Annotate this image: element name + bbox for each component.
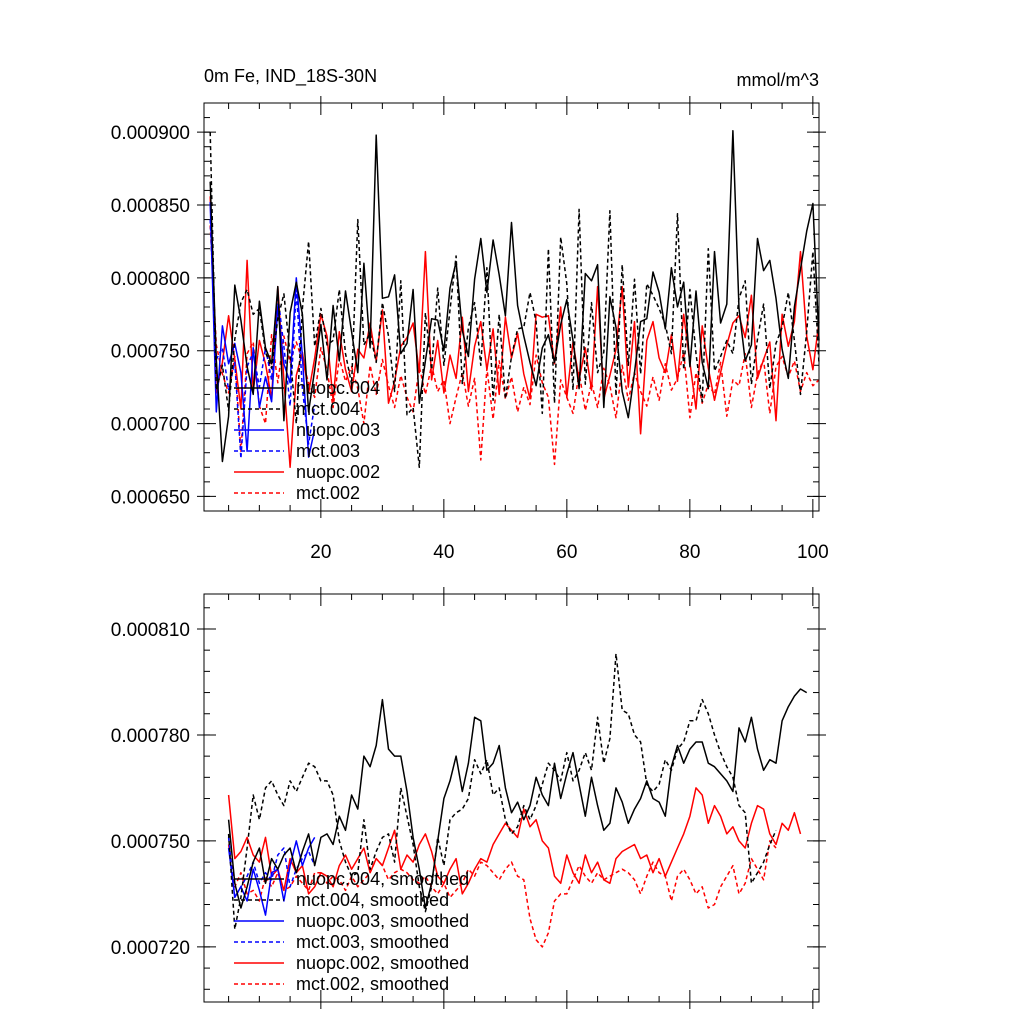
legend-label: mct.004, smoothed — [296, 890, 449, 910]
legend-label: nuopc.004, smoothed — [296, 869, 469, 889]
x-tick-label: 40 — [433, 542, 454, 563]
top-panel: 0m Fe, IND_18S-30N mmol/m^3 20 40 60 80 100 0… — [111, 66, 829, 563]
series-line-mct-003-smoothed — [227, 837, 316, 899]
y-tick-label: 0.000700 — [111, 415, 190, 436]
y-tick-label: 0.000750 — [111, 832, 190, 853]
series-line-mct-002-smoothed — [227, 840, 777, 948]
y-tick-label: 0.000720 — [111, 938, 190, 959]
legend-label: mct.004 — [296, 399, 360, 419]
y-tick-label: 0.000650 — [111, 487, 190, 508]
legend-label: mct.003, smoothed — [296, 932, 449, 952]
y-tick-label: 0.000750 — [111, 342, 190, 363]
legend-label: nuopc.004 — [296, 378, 380, 398]
series-line-mct-004-smoothed — [227, 652, 777, 930]
legend-label: nuopc.002, smoothed — [296, 953, 469, 973]
top-series-lines — [209, 129, 820, 469]
top-panel-title: 0m Fe, IND_18S-30N — [204, 66, 377, 87]
y-tick-label: 0.000780 — [111, 726, 190, 747]
y-tick-label: 0.000800 — [111, 269, 190, 290]
top-axis-ticks: 20 40 60 80 100 0.000650 0.000700 0.000750 0.000… — [111, 96, 829, 563]
bottom-panel: 0.000720 0.000750 0.000780 0.000810 nuopc.0… — [111, 587, 826, 1009]
series-line-mct-003 — [209, 219, 316, 460]
x-tick-label: 60 — [556, 542, 577, 563]
y-tick-label: 0.000900 — [111, 123, 190, 144]
x-tick-label: 80 — [679, 542, 700, 563]
top-legend: nuopc.004mct.004nuopc.003mct.003nuopc.00… — [234, 378, 380, 503]
y-tick-label: 0.000810 — [111, 620, 190, 641]
series-line-mct-004 — [209, 132, 820, 469]
series-line-nuopc-004 — [209, 129, 820, 463]
x-tick-label: 20 — [310, 542, 331, 563]
bottom-plot-frame — [203, 593, 820, 1003]
series-line-nuopc-002-smoothed — [227, 787, 802, 895]
x-tick-label: 100 — [797, 542, 829, 563]
series-line-nuopc-004-smoothed — [227, 688, 808, 909]
top-panel-units: mmol/m^3 — [737, 70, 819, 90]
legend-label: nuopc.002 — [296, 462, 380, 482]
top-plot-frame — [203, 102, 820, 512]
legend-label: nuopc.003 — [296, 420, 380, 440]
legend-label: mct.002 — [296, 483, 360, 503]
legend-label: mct.003 — [296, 441, 360, 461]
y-tick-label: 0.000850 — [111, 196, 190, 217]
legend-label: mct.002, smoothed — [296, 974, 449, 994]
bottom-axis-ticks: 0.000720 0.000750 0.000780 0.000810 — [111, 587, 826, 1009]
bottom-series-lines — [227, 652, 808, 948]
legend-label: nuopc.003, smoothed — [296, 911, 469, 931]
